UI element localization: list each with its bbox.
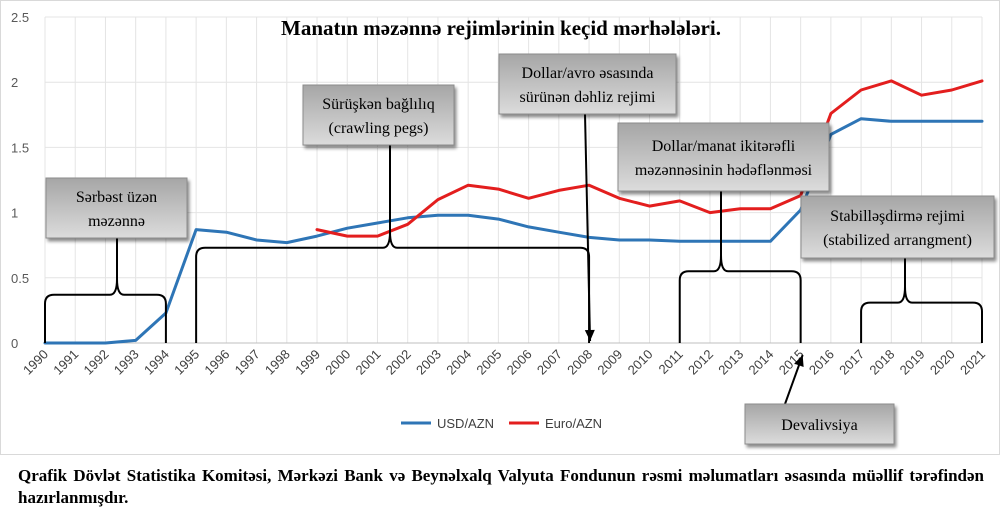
x-tick-label: 2001 <box>353 347 384 378</box>
annotation-text: (crawling pegs) <box>329 120 429 137</box>
x-tick-label: 2004 <box>443 347 474 378</box>
series-line-euro-azn <box>315 79 984 238</box>
annotation-box <box>744 403 895 445</box>
x-tick-label: 1997 <box>232 347 263 378</box>
x-tick-label: 1996 <box>201 347 232 378</box>
annotation-box <box>800 195 995 259</box>
annotation-devaluation: Devalivsiya <box>744 403 895 445</box>
annotation-targeting: Dollar/manat ikitərəfli məzənnəsinin hədə… <box>617 122 830 192</box>
arrow-line-corridor <box>584 113 592 342</box>
annotation-text: (stabilized arrangment) <box>823 232 972 249</box>
annotation-text: Dollar/avro əsasında <box>522 65 654 82</box>
x-tick-label: 1995 <box>171 347 202 378</box>
annotation-crawling: Sürüşkən bağlılıq (crawling pegs) <box>302 84 455 146</box>
annotation-text: Sərbəst üzən <box>76 189 157 206</box>
annotation-box <box>45 177 188 239</box>
bracket-stabilized <box>860 258 983 343</box>
y-tick-label: 1 <box>11 206 18 221</box>
arrow-head-devaluation <box>794 355 804 368</box>
annotation-corridor: Dollar/avro əsasında sürünən dəhliz rejim… <box>498 53 677 115</box>
arrow-head-corridor <box>584 329 595 341</box>
x-tick-label: 1993 <box>111 347 142 378</box>
x-tick-label: 2010 <box>625 347 656 378</box>
x-tick-label: 2014 <box>745 347 776 378</box>
annotation-stabilized: Stabilləşdirmə rejimi (stabilized arrangm… <box>800 195 995 259</box>
annotation-text: Stabilləşdirmə rejimi <box>830 208 965 225</box>
annotation-box <box>302 84 455 146</box>
x-tick-label: 2018 <box>866 347 897 378</box>
line-chart: 0 0.5 1 1.5 2 2.5 1990 1991 1992 1993 1994 1995 1996… <box>11 10 995 445</box>
x-tick-label: 2000 <box>322 347 353 378</box>
x-tick-label: 1994 <box>141 347 172 378</box>
x-tick-label: 1998 <box>262 347 293 378</box>
x-tick-label: 2012 <box>685 347 716 378</box>
bracket-targeting <box>678 191 802 343</box>
x-tick-label: 1992 <box>81 347 112 378</box>
x-tick-label: 1990 <box>20 347 51 378</box>
x-tick-label: 2016 <box>806 347 837 378</box>
x-tick-label: 2019 <box>897 347 928 378</box>
y-tick-label: 0.5 <box>11 271 29 286</box>
x-tick-label: 2021 <box>957 347 988 378</box>
y-tick-label: 2 <box>11 75 18 90</box>
source-footnote: Qrafik Dövlət Statistika Komitəsi, Mərkə… <box>18 466 984 507</box>
legend-label: Euro/AZN <box>545 416 602 431</box>
x-tick-label: 2020 <box>927 347 958 378</box>
annotation-text: Devalivsiya <box>781 417 857 434</box>
x-tick-label: 2008 <box>564 347 595 378</box>
annotation-box <box>498 53 677 115</box>
legend-label: USD/AZN <box>437 416 494 431</box>
annotation-float: Sərbəst üzən məzənnə <box>45 177 188 239</box>
x-tick-label: 2013 <box>715 347 746 378</box>
annotation-text: sürünən dəhliz rejimi <box>520 89 657 106</box>
x-tick-label: 2009 <box>594 347 625 378</box>
x-tick-label: 2002 <box>383 347 414 378</box>
x-tick-label: 1991 <box>50 347 81 378</box>
x-tick-label: 2006 <box>504 347 535 378</box>
annotation-text: məzənnə <box>88 213 145 230</box>
x-tick-label: 1999 <box>292 347 323 378</box>
chart-frame: 0 0.5 1 1.5 2 2.5 1990 1991 1992 1993 1994 1995 1996… <box>0 0 1000 455</box>
bracket-float <box>44 238 167 343</box>
annotation-text: Sürüşkən bağlılıq <box>322 96 434 113</box>
y-tick-label: 2.5 <box>11 10 29 25</box>
x-tick-label: 2007 <box>534 347 565 378</box>
x-tick-label: 2011 <box>655 347 685 377</box>
annotation-text: məzənnəsinin hədəflənməsi <box>635 162 813 179</box>
x-tick-label: 2005 <box>473 347 504 378</box>
y-tick-label: 1.5 <box>11 140 29 155</box>
x-tick-label: 2017 <box>836 347 867 378</box>
annotation-text: Dollar/manat ikitərəfli <box>652 138 796 155</box>
bracket-crawling <box>195 145 591 343</box>
x-tick-label: 2003 <box>413 347 444 378</box>
y-tick-label: 0 <box>11 336 18 351</box>
chart-title: Manatın məzənnə rejimlərinin keçid mərhə… <box>281 16 721 40</box>
annotation-box <box>617 122 830 192</box>
